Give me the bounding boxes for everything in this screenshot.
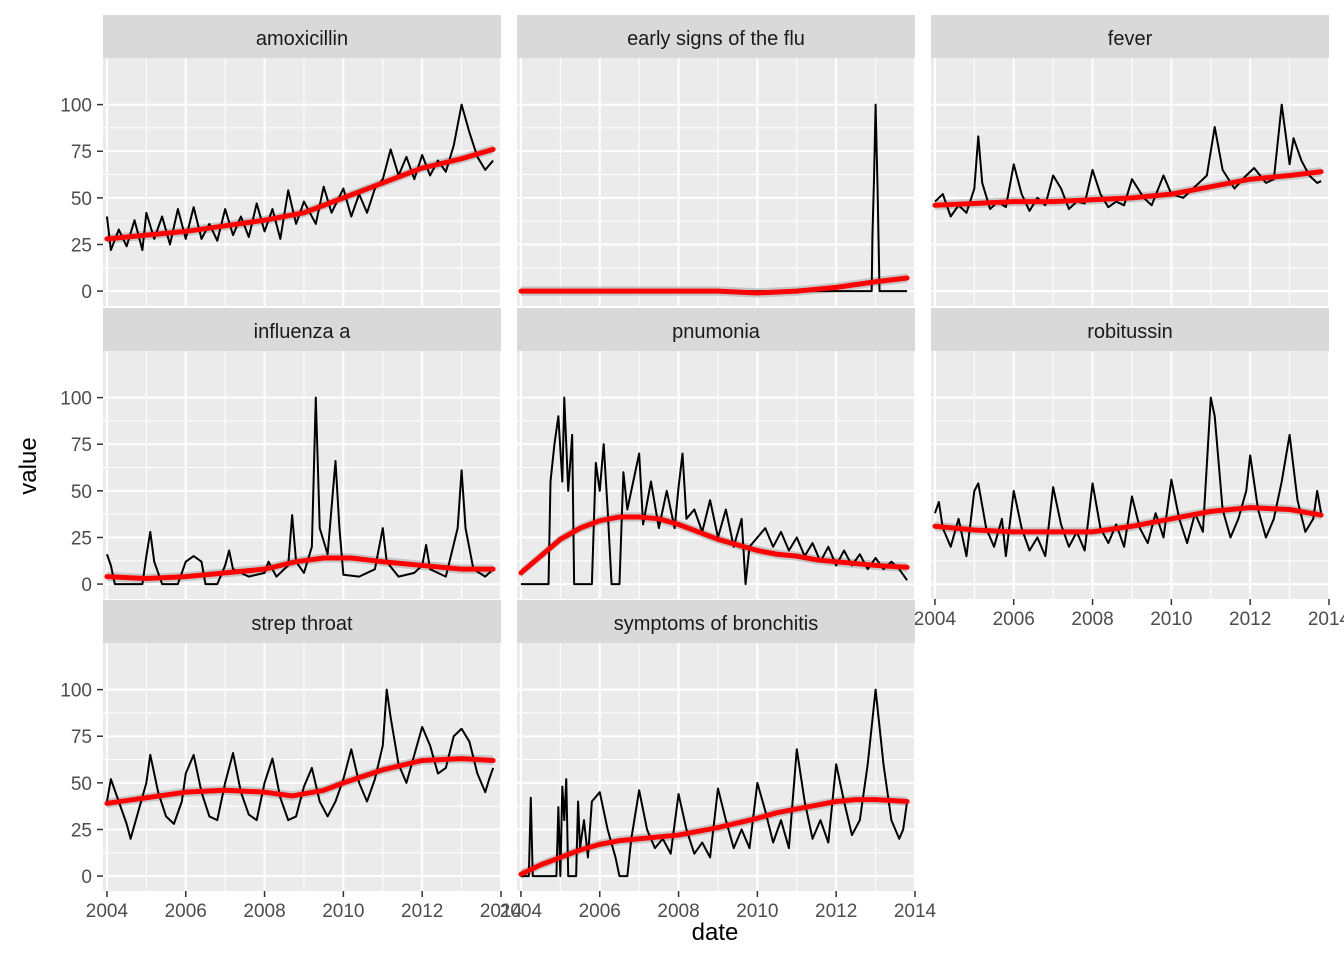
y-axis-title: value: [15, 437, 42, 494]
x-tick-label: 2012: [401, 901, 443, 922]
y-tick-label: 75: [71, 435, 92, 456]
facet-title-strep-throat: strep throat: [251, 613, 353, 635]
y-tick-label: 0: [81, 575, 92, 596]
x-tick-label: 2012: [815, 901, 857, 922]
y-tick-label: 25: [71, 235, 92, 256]
x-tick-label: 2006: [579, 901, 621, 922]
facet-title-early-signs-of-the-flu: early signs of the flu: [627, 28, 805, 50]
x-tick-label: 2004: [914, 609, 957, 630]
facet-title-amoxicillin: amoxicillin: [256, 28, 348, 50]
facet-title-robitussin: robitussin: [1087, 321, 1173, 343]
panel-background: [103, 58, 501, 306]
y-tick-label: 75: [71, 142, 92, 163]
facet-panel-influenza-a: influenza a 0 25 50 75 100: [60, 308, 501, 599]
y-tick-label: 100: [60, 681, 92, 702]
y-tick-label: 25: [71, 820, 92, 841]
y-tick-label: 0: [81, 282, 92, 303]
x-tick-label: 2014: [1308, 609, 1344, 630]
x-tick-label: 2004: [86, 901, 129, 922]
facet-panel-fever: fever: [931, 15, 1329, 306]
y-tick-label: 50: [71, 774, 92, 795]
facet-title-pnumonia: pnumonia: [672, 321, 761, 343]
x-tick-label: 2014: [894, 901, 937, 922]
y-tick-label: 50: [71, 482, 92, 503]
x-tick-label: 2008: [243, 901, 285, 922]
facet-title-symptoms-of-bronchitis: symptoms of bronchitis: [614, 613, 819, 635]
facet-title-fever: fever: [1108, 28, 1153, 50]
x-axis-title: date: [692, 919, 739, 946]
x-tick-label: 2004: [500, 901, 543, 922]
y-tick-label: 100: [60, 96, 92, 117]
x-tick-label: 2006: [165, 901, 207, 922]
x-tick-label: 2010: [322, 901, 364, 922]
x-tick-label: 2012: [1229, 609, 1271, 630]
facet-panel-early-signs-of-the-flu: early signs of the flu: [517, 15, 915, 306]
facet-panel-robitussin: robitussin 2004 2006 2008 2010 2012 2014: [914, 308, 1344, 630]
x-tick-label: 2008: [1071, 609, 1113, 630]
y-tick-label: 0: [81, 867, 92, 888]
y-tick-label: 50: [71, 189, 92, 210]
facet-panel-amoxicillin: amoxicillin 0 25 50 75 100: [60, 15, 501, 306]
panel-background: [517, 58, 915, 306]
x-tick-label: 2010: [1150, 609, 1192, 630]
y-tick-label: 100: [60, 389, 92, 410]
facet-panel-pnumonia: pnumonia: [517, 308, 915, 599]
facet-panel-strep-throat: strep throat 0 25 50 75 100 2004 2006 2008 2010 20…: [60, 600, 522, 922]
x-tick-label: 2010: [736, 901, 778, 922]
panel-background: [931, 351, 1329, 599]
y-tick-label: 75: [71, 727, 92, 748]
facet-title-influenza-a: influenza a: [254, 321, 352, 343]
panel-background: [103, 643, 501, 891]
x-tick-label: 2006: [993, 609, 1035, 630]
y-tick-label: 25: [71, 528, 92, 549]
